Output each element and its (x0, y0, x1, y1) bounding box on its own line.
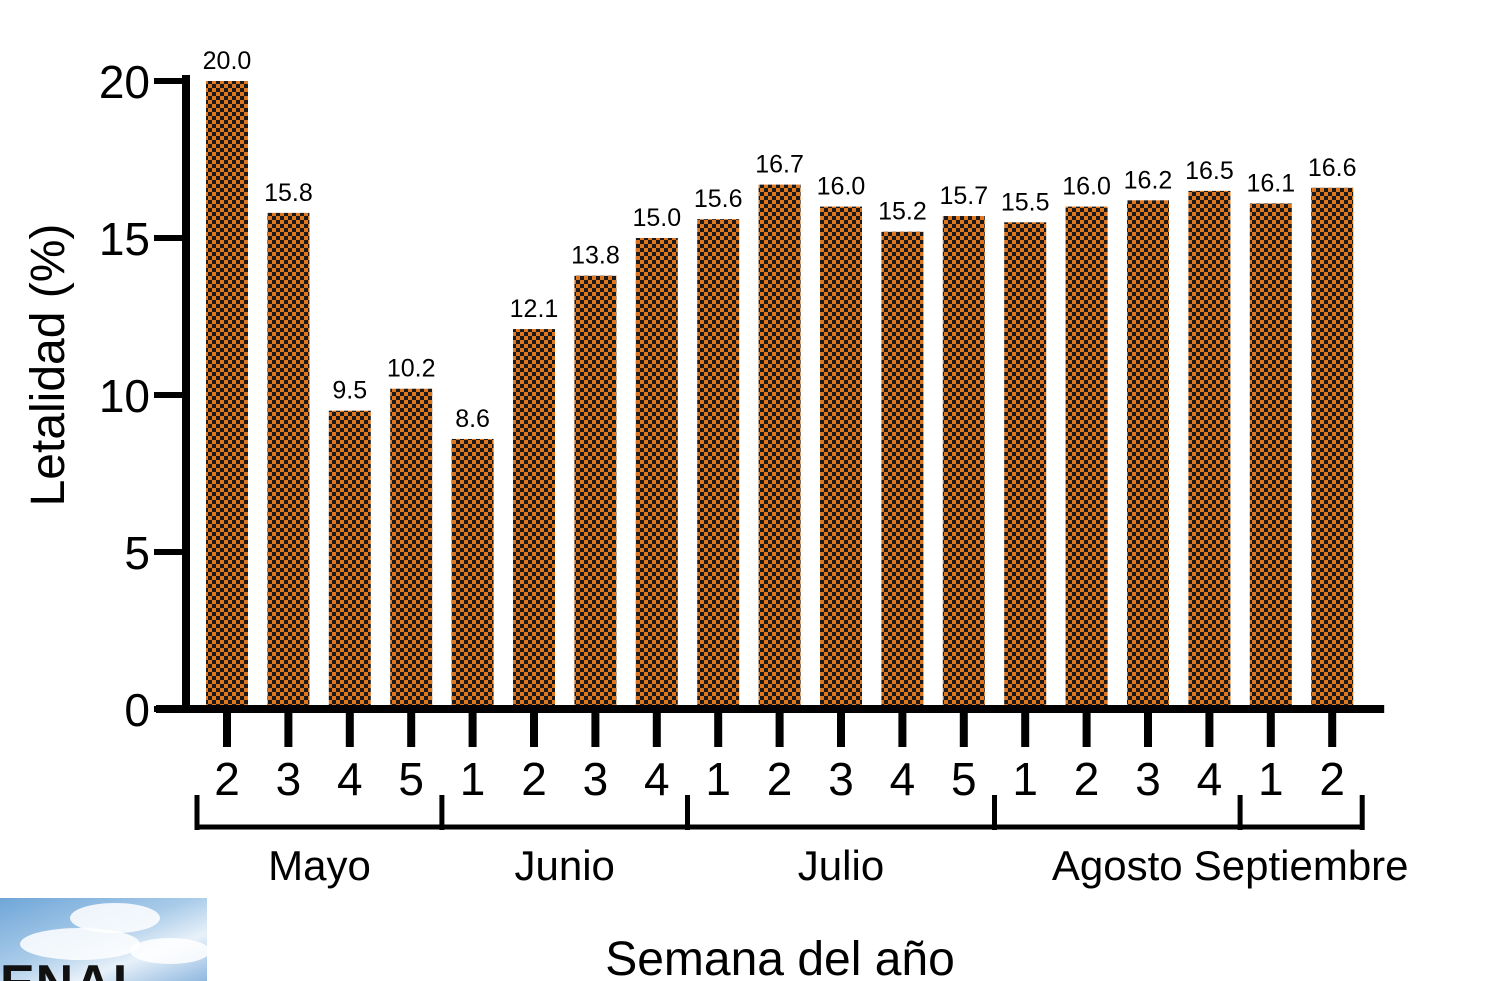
x-tick-label: 2 (214, 753, 240, 805)
data-label: 16.0 (1062, 173, 1111, 201)
month-label: Junio (514, 842, 614, 889)
x-tick-label: 1 (1258, 753, 1284, 805)
cloud-icon (20, 928, 140, 960)
x-tick-label: 2 (1074, 753, 1100, 805)
data-label: 12.1 (510, 295, 559, 323)
y-axis-title: Letalidad (%) (22, 224, 75, 507)
x-tick-label: 3 (828, 753, 854, 805)
y-tick-label: 20 (99, 56, 150, 108)
x-tick-label: 3 (276, 753, 302, 805)
bar (697, 219, 740, 709)
data-label: 15.5 (1001, 188, 1050, 216)
x-axis-title: Semana del año (605, 933, 955, 981)
bar (1065, 206, 1108, 709)
data-label: 8.6 (455, 405, 490, 433)
y-tick-label: 15 (99, 213, 150, 265)
bar (513, 329, 555, 709)
logo-image: ENAL (0, 898, 207, 981)
x-tick-label: 1 (705, 753, 731, 805)
bar (1127, 200, 1169, 709)
x-tick-label: 4 (1197, 753, 1223, 805)
x-tick-label: 3 (583, 753, 609, 805)
logo-text: ENAL (0, 958, 146, 981)
data-label: 15.6 (694, 185, 743, 213)
bar (1311, 187, 1354, 709)
x-tick-label: 1 (1012, 753, 1038, 805)
month-label: Agosto (1052, 842, 1183, 889)
data-label: 13.8 (571, 242, 620, 270)
data-label: 15.0 (632, 204, 681, 232)
x-tick-label: 4 (644, 753, 670, 805)
data-label: 15.7 (939, 182, 988, 210)
bar (881, 231, 924, 709)
cloud-icon (130, 938, 207, 964)
data-label: 16.2 (1124, 166, 1173, 194)
month-label: Mayo (268, 842, 371, 889)
data-label: 16.7 (755, 151, 804, 179)
x-tick-label: 5 (951, 753, 977, 805)
bar (574, 275, 617, 709)
month-label: Septiembre (1194, 842, 1409, 889)
x-tick-label: 3 (1135, 753, 1161, 805)
y-tick-label: 0 (124, 684, 150, 736)
bar (758, 184, 801, 709)
data-label: 15.2 (878, 198, 927, 226)
bar (1188, 190, 1231, 709)
bar (206, 81, 248, 709)
data-label: 20.0 (203, 47, 252, 75)
x-tick-label: 1 (460, 753, 486, 805)
bar (820, 206, 862, 709)
data-label: 9.5 (332, 377, 367, 405)
bar (942, 216, 985, 709)
data-label: 15.8 (264, 179, 313, 207)
x-tick-label: 2 (767, 753, 793, 805)
y-tick-label: 5 (124, 527, 150, 579)
y-tick-label: 10 (99, 370, 150, 422)
bar (451, 438, 494, 709)
data-label: 16.1 (1246, 169, 1295, 197)
bar (390, 388, 433, 709)
data-label: 16.6 (1308, 154, 1357, 182)
y-axis: 0 5 10 15 20 (99, 56, 190, 736)
data-label: 10.2 (387, 355, 436, 383)
data-labels-group: 20.0 15.8 9.5 10.2 8.6 12.1 13.8 15.0 15.6 16.7 16… (203, 47, 1357, 433)
bars-group (206, 81, 1354, 710)
x-tick-label: 2 (1319, 753, 1345, 805)
bar (1004, 222, 1047, 710)
month-label: Julio (798, 842, 884, 889)
x-tick-label: 2 (521, 753, 547, 805)
bar (1249, 203, 1292, 709)
bar (267, 212, 310, 709)
data-label: 16.0 (817, 173, 866, 201)
x-tick-label: 5 (398, 753, 424, 805)
bar (635, 238, 678, 709)
bar (328, 410, 371, 709)
x-tick-label: 4 (890, 753, 916, 805)
data-label: 16.5 (1185, 157, 1234, 185)
month-groups: Mayo Junio Julio Agosto Septiembre (194, 795, 1409, 889)
x-tick-label: 4 (337, 753, 363, 805)
